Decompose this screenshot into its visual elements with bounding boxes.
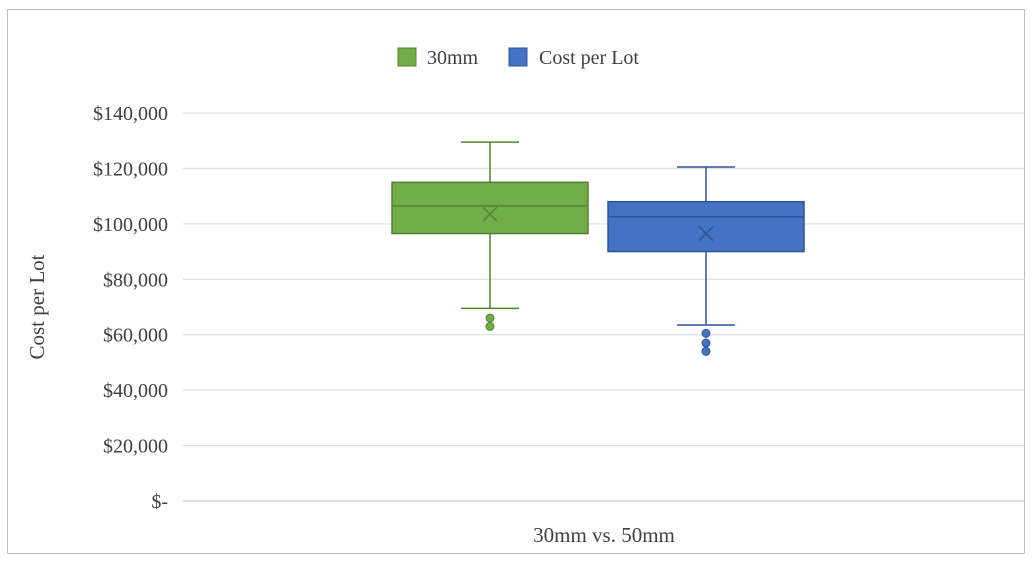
y-tick-label: $140,000 [93,103,168,125]
outlier-point [701,328,711,338]
box-2 [607,166,805,356]
legend-item: 30mm [397,47,479,69]
y-tick-label: $100,000 [93,214,168,236]
y-tick-label: $20,000 [103,436,168,458]
legend-label: 30mm [427,47,479,69]
y-axis-label: Cost per Lot [25,254,49,359]
mean-marker-stroke [698,226,714,242]
gridlines [183,112,1025,502]
legend-label: Cost per Lot [539,47,639,69]
outlier-point [701,346,711,356]
outlier-point [701,338,711,348]
y-tick-label: $40,000 [103,380,168,402]
legend: 30mm Cost per Lot [397,47,639,69]
legend-swatch [508,47,528,67]
x-axis-label: 30mm vs. 50mm [533,523,675,547]
legend-swatch [397,47,417,67]
outlier-point [485,313,495,323]
mean-marker [482,206,498,222]
y-tick-label: $60,000 [103,325,168,347]
y-tick-labels: $- $20,000 $40,000 $60,000 $80,000 $100,000 $1… [93,103,168,513]
y-tick-label: $80,000 [103,269,168,291]
chart-frame [7,9,1025,554]
interquartile-box [391,181,589,235]
mean-marker [698,226,714,242]
interquartile-box [607,200,805,253]
mean-marker-stroke [482,206,498,222]
outlier-point [485,321,495,331]
box-series [391,141,805,356]
y-tick-label: $- [151,491,168,513]
legend-item: Cost per Lot [508,47,639,69]
y-tick-label: $120,000 [93,158,168,180]
box-1 [391,141,589,331]
